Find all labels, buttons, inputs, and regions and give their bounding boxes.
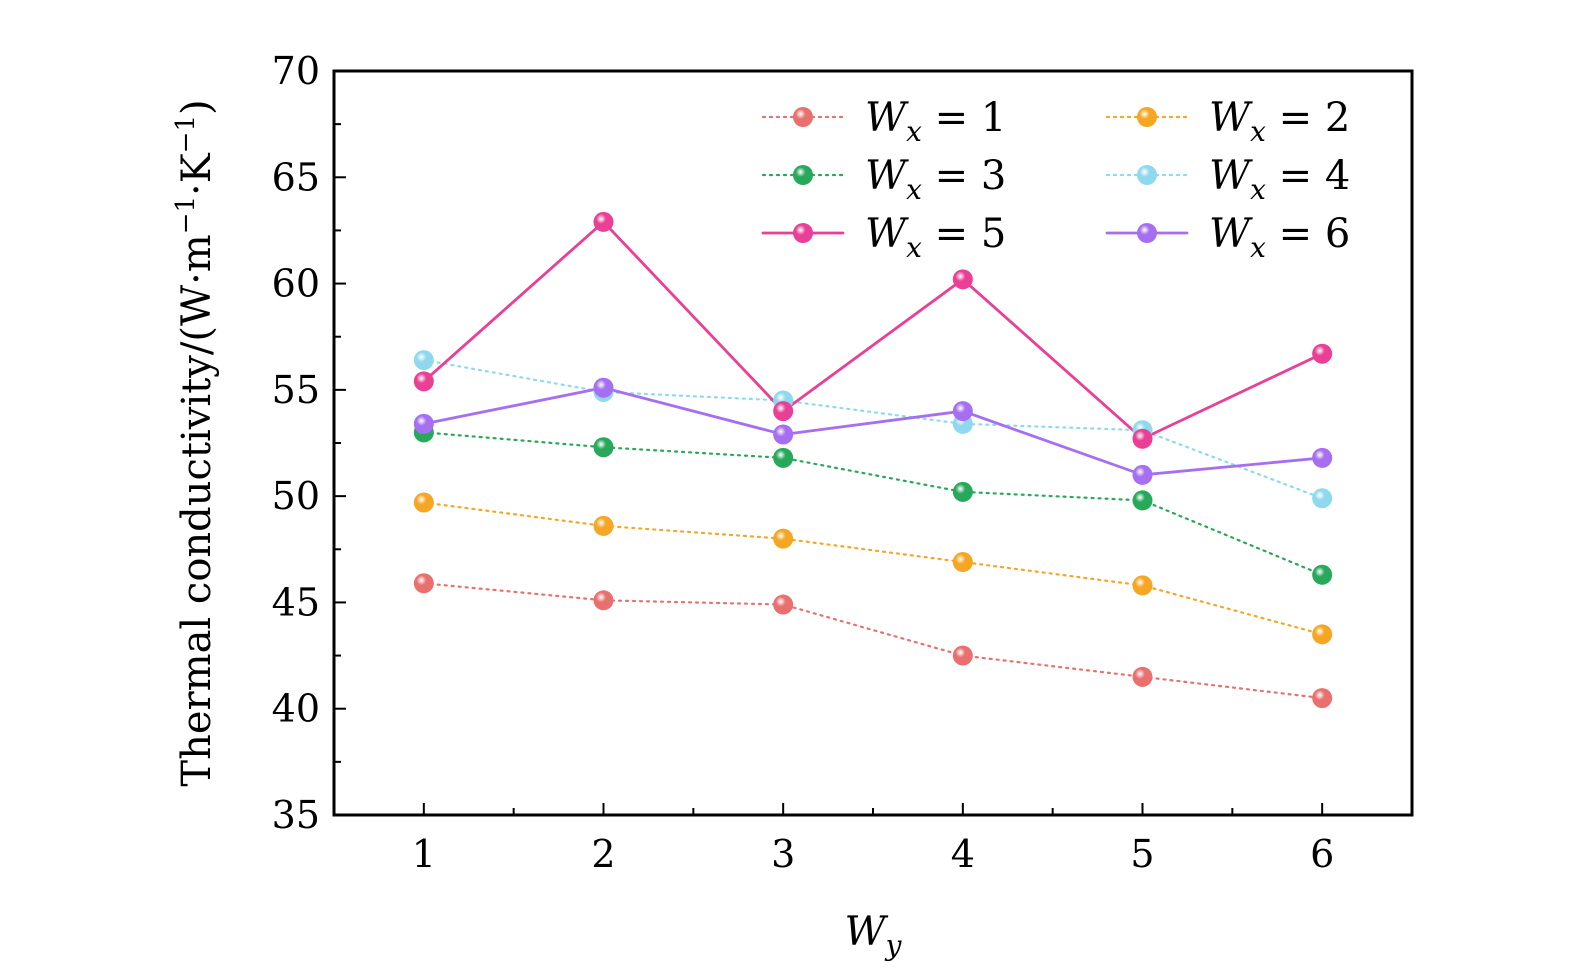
data-point <box>1312 688 1333 709</box>
legend-label-rest: = 4 <box>1266 153 1350 199</box>
data-point <box>773 447 794 468</box>
legend: Wx = 1 Wx = 2Wx = 3 Wx = 4Wx = 5 Wx = 6 <box>761 95 1350 264</box>
legend-label: Wx = 5 <box>865 211 1006 264</box>
x-tick-label: 3 <box>771 832 795 876</box>
data-point <box>952 481 973 502</box>
y-tick-label: 35 <box>272 793 320 837</box>
data-point <box>1132 666 1153 687</box>
legend-label-sub: x <box>1250 231 1266 264</box>
legend-label-sub: x <box>906 231 922 264</box>
data-point <box>1132 490 1153 511</box>
x-tick-label: 4 <box>951 832 975 876</box>
y-tick-label: 60 <box>272 262 320 306</box>
y-axis-label: Thermal conductivity/(W·m−1·K−1) <box>171 99 220 786</box>
legend-label-rest: = 1 <box>922 95 1006 141</box>
data-point <box>1312 624 1333 645</box>
y-tick-label: 65 <box>272 155 320 199</box>
y-tick-label: 45 <box>272 580 320 624</box>
x-tick-label: 5 <box>1130 832 1154 876</box>
legend-label-sub: x <box>906 173 922 206</box>
legend-label-main: W <box>1209 95 1253 141</box>
x-tick-label: 1 <box>412 832 436 876</box>
legend-label-rest: = 5 <box>922 211 1006 257</box>
series-line <box>422 501 1324 636</box>
legend-marker <box>1137 165 1157 185</box>
data-point <box>593 515 614 536</box>
series-line <box>422 386 1324 477</box>
data-point <box>1312 488 1333 509</box>
series-points <box>413 211 1333 709</box>
x-axis-label-sub: y <box>884 929 903 962</box>
legend-label: Wx = 2 <box>1209 95 1350 148</box>
data-point <box>1132 464 1153 485</box>
data-point <box>1132 575 1153 596</box>
data-point <box>773 594 794 615</box>
series-line <box>422 431 1324 576</box>
legend-marker <box>1137 107 1157 127</box>
series-line <box>422 219 1324 441</box>
y-axis-label-end: ) <box>174 99 220 115</box>
y-axis-label-text: Thermal conductivity/(W·m <box>174 234 220 786</box>
data-point <box>413 492 434 513</box>
legend-marker <box>793 165 813 185</box>
legend-marker <box>1137 223 1157 243</box>
legend-label-sub: x <box>1250 115 1266 148</box>
data-point <box>952 401 973 422</box>
data-point <box>413 371 434 392</box>
legend-label-rest: = 2 <box>1266 95 1350 141</box>
x-tick-label: 6 <box>1310 832 1334 876</box>
legend-label-sub: x <box>906 115 922 148</box>
series-line <box>422 358 1324 500</box>
legend-label-main: W <box>865 95 909 141</box>
data-point <box>413 413 434 434</box>
data-point <box>593 590 614 611</box>
legend-label-rest: = 6 <box>1266 211 1350 257</box>
legend-label-main: W <box>865 211 909 257</box>
legend-label: Wx = 1 <box>865 95 1006 148</box>
data-point <box>413 573 434 594</box>
data-point <box>593 377 614 398</box>
data-point <box>952 645 973 666</box>
y-tick-label: 40 <box>272 687 320 731</box>
data-point <box>593 211 614 232</box>
legend-marker <box>793 107 813 127</box>
data-point <box>952 269 973 290</box>
data-point <box>1132 428 1153 449</box>
y-tick-label: 50 <box>272 474 320 518</box>
x-axis-label-main: W <box>845 909 889 955</box>
x-tick-label: 2 <box>591 832 615 876</box>
data-point <box>773 424 794 445</box>
legend-label: Wx = 4 <box>1209 153 1350 206</box>
legend-label: Wx = 3 <box>865 153 1006 206</box>
data-point <box>413 350 434 371</box>
legend-label-rest: = 3 <box>922 153 1006 199</box>
series-lines <box>422 219 1324 700</box>
legend-label-main: W <box>1209 153 1253 199</box>
series-line <box>422 582 1324 700</box>
legend-label: Wx = 6 <box>1209 211 1350 264</box>
x-axis-label: Wy <box>845 909 903 962</box>
y-axis-label-mid: ·K <box>174 152 220 196</box>
legend-label-main: W <box>1209 211 1253 257</box>
data-point <box>952 552 973 573</box>
y-tick-label: 55 <box>272 368 320 412</box>
data-point <box>773 401 794 422</box>
data-point <box>1312 343 1333 364</box>
data-point <box>1312 564 1333 585</box>
y-axis-label-sup2: −1 <box>171 115 201 153</box>
data-point <box>593 437 614 458</box>
legend-label-sub: x <box>1250 173 1266 206</box>
y-axis-label-sup1: −1 <box>171 196 201 234</box>
data-point <box>773 528 794 549</box>
legend-label-main: W <box>865 153 909 199</box>
y-tick-label: 70 <box>272 49 320 93</box>
legend-marker <box>793 223 813 243</box>
data-point <box>1312 447 1333 468</box>
